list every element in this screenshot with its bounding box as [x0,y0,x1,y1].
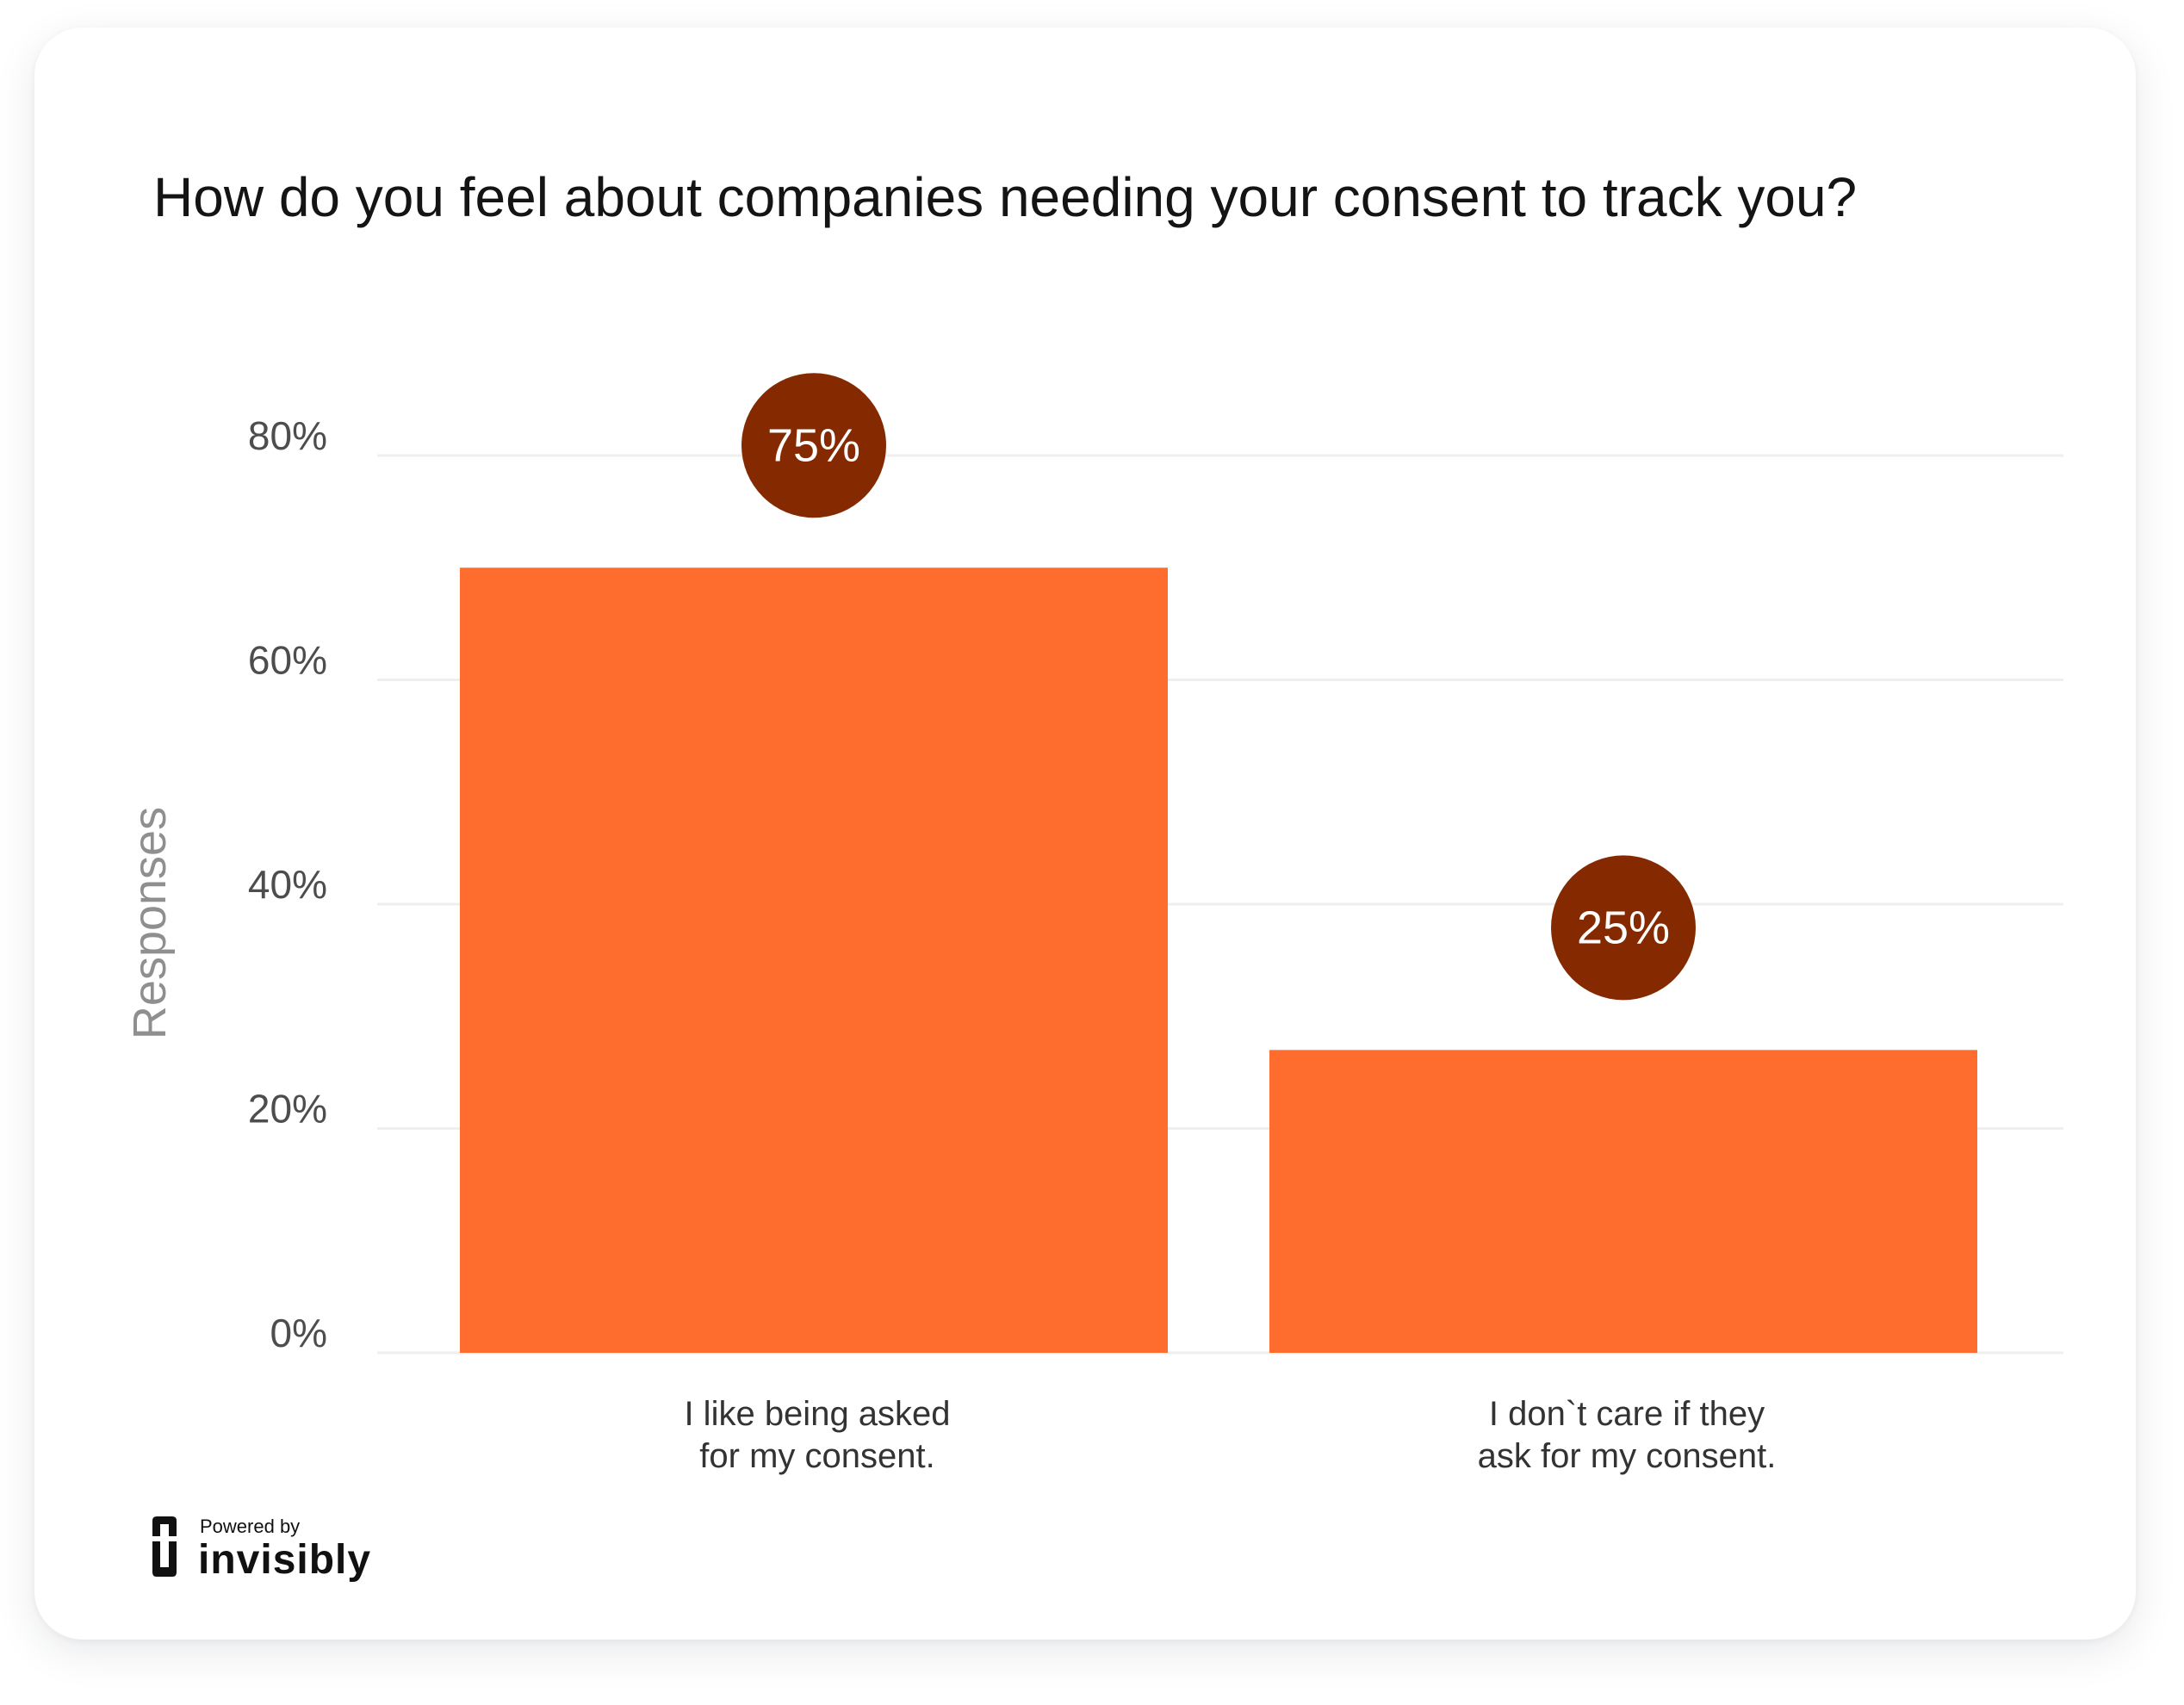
bar-chart: 0% 20% 40% 60% 80% Responses 75% I like being a… [124,373,2063,1475]
x-category-label: I like being asked [684,1395,950,1433]
chart-card: How do you feel about companies needing … [34,28,2136,1640]
y-tick-label: 0% [270,1311,327,1355]
data-label: 75% [767,419,860,471]
chart-title: How do you feel about companies needing … [153,166,1858,228]
data-label-bubble [741,373,886,518]
brand-name: invisibly [198,1537,372,1583]
y-axis-label: Responses [124,807,176,1039]
bar [460,567,1168,1353]
x-category-label: I don`t care if they [1489,1395,1765,1433]
data-label: 25% [1577,902,1670,953]
data-label-bubble [1551,855,1696,1001]
x-category-label: ask for my consent. [1478,1437,1777,1475]
y-tick-label: 80% [248,413,327,458]
y-tick-label: 20% [248,1087,327,1132]
powered-by-label: Powered by [200,1516,301,1537]
y-tick-label: 60% [248,638,327,683]
y-tick-label: 40% [248,862,327,907]
x-category-label: for my consent. [699,1437,934,1475]
invisibly-logo-icon [152,1516,177,1577]
bar [1269,1050,1977,1353]
